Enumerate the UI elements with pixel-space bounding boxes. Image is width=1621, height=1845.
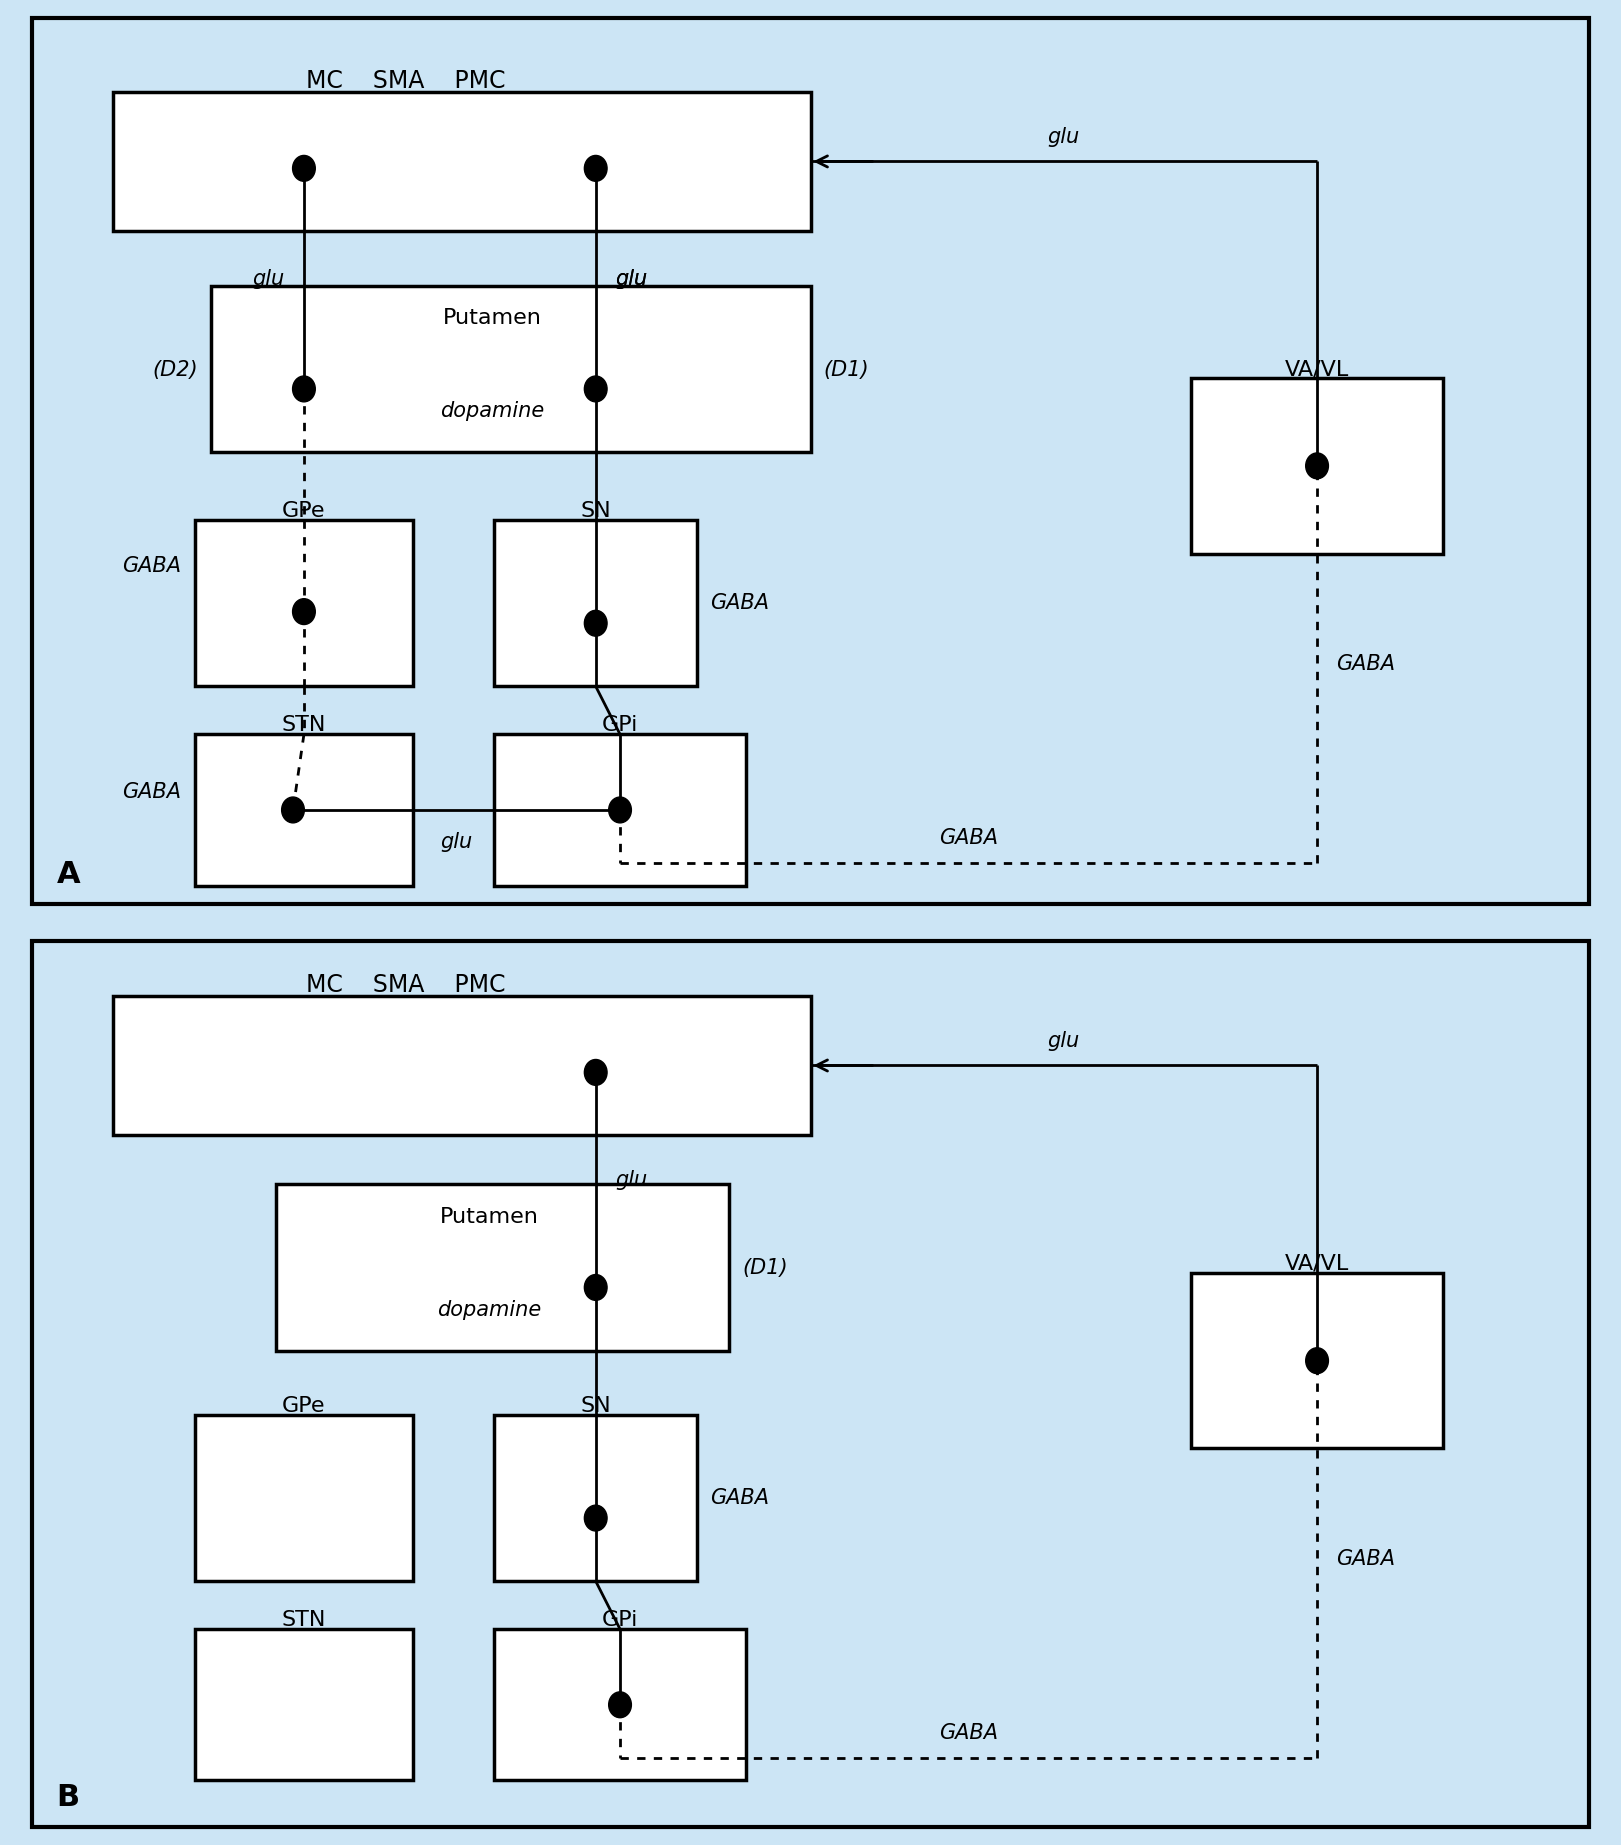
Circle shape (584, 376, 606, 402)
Circle shape (282, 797, 305, 823)
Circle shape (584, 1275, 606, 1301)
Text: glu: glu (1047, 127, 1080, 148)
Text: glu: glu (1047, 1031, 1080, 1052)
Circle shape (609, 1692, 632, 1718)
Bar (1191, 378, 1443, 554)
Bar (113, 996, 810, 1135)
Text: glu: glu (253, 269, 285, 288)
Text: dopamine: dopamine (436, 1301, 541, 1319)
Text: dopamine: dopamine (441, 402, 545, 421)
Text: GPe: GPe (282, 502, 326, 520)
Circle shape (584, 155, 606, 181)
Text: GPe: GPe (282, 1397, 326, 1415)
Text: GABA: GABA (1336, 1550, 1396, 1570)
Text: GABA: GABA (123, 557, 182, 576)
Text: glu: glu (441, 832, 473, 852)
Circle shape (293, 155, 314, 181)
Text: Putamen: Putamen (443, 308, 541, 328)
Bar (494, 520, 697, 686)
Text: GABA: GABA (123, 782, 182, 801)
Circle shape (584, 1506, 606, 1531)
Text: glu: glu (616, 1170, 647, 1190)
Circle shape (1307, 1347, 1329, 1373)
Bar (32, 941, 1589, 1827)
Text: glu: glu (616, 269, 647, 288)
Circle shape (584, 1059, 606, 1085)
Text: GABA: GABA (1336, 655, 1396, 675)
Text: SN: SN (580, 1397, 611, 1415)
Text: SN: SN (580, 502, 611, 520)
Text: (D1): (D1) (823, 360, 869, 380)
Bar (195, 734, 413, 886)
Text: GABA: GABA (939, 1723, 999, 1744)
Bar (494, 1415, 697, 1581)
Text: A: A (57, 860, 81, 889)
Circle shape (609, 797, 632, 823)
Text: (D2): (D2) (152, 360, 198, 380)
Bar (276, 1184, 729, 1351)
Text: MC    SMA    PMC: MC SMA PMC (306, 972, 506, 998)
Bar (195, 1415, 413, 1581)
Text: B: B (57, 1782, 79, 1812)
Text: GPi: GPi (601, 1611, 639, 1629)
Bar (113, 92, 810, 231)
Text: STN: STN (282, 716, 326, 734)
Text: GABA: GABA (710, 594, 768, 613)
Bar (32, 18, 1589, 904)
Circle shape (293, 598, 314, 625)
Bar (1191, 1273, 1443, 1448)
Text: STN: STN (282, 1611, 326, 1629)
Text: VA/VL: VA/VL (1285, 360, 1349, 378)
Text: GABA: GABA (939, 828, 999, 849)
Text: glu: glu (616, 269, 647, 288)
Bar (494, 1629, 746, 1780)
Text: GPi: GPi (601, 716, 639, 734)
Text: (D1): (D1) (742, 1258, 788, 1279)
Circle shape (584, 611, 606, 637)
Text: GABA: GABA (710, 1489, 768, 1507)
Bar (494, 734, 746, 886)
Text: MC    SMA    PMC: MC SMA PMC (306, 68, 506, 94)
Text: VA/VL: VA/VL (1285, 1255, 1349, 1273)
Circle shape (293, 376, 314, 402)
Bar (211, 286, 810, 452)
Circle shape (1307, 454, 1329, 480)
Bar (195, 1629, 413, 1780)
Bar (195, 520, 413, 686)
Text: Putamen: Putamen (439, 1207, 538, 1227)
